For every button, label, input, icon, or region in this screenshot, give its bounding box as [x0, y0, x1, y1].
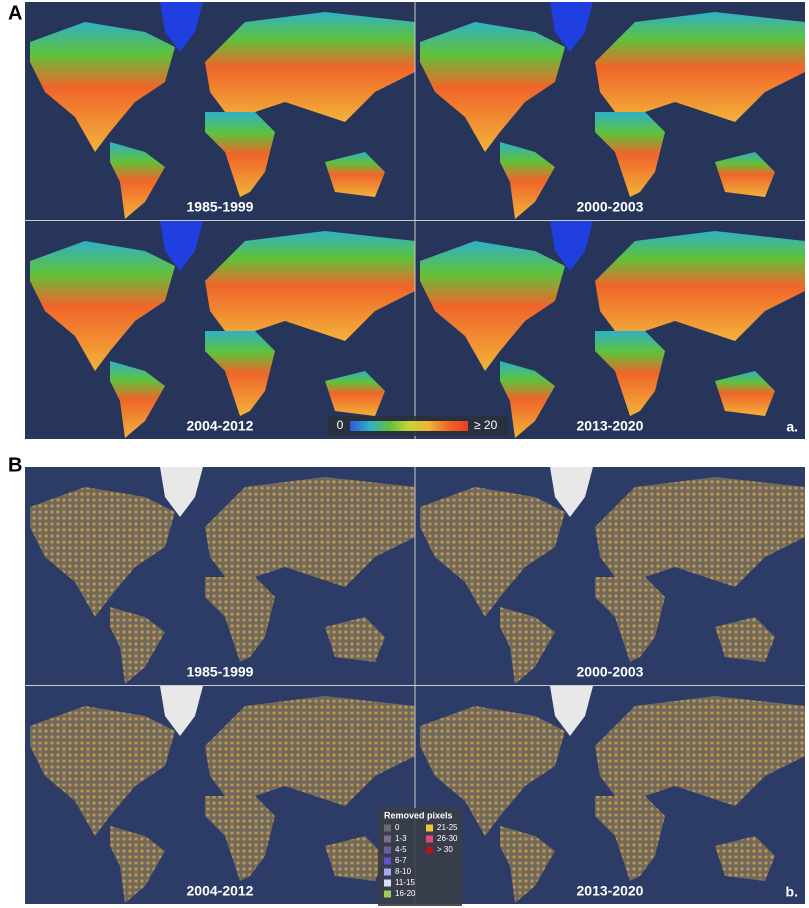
legend-label: > 30 — [437, 845, 453, 854]
legend-label: 11-15 — [395, 878, 415, 887]
legend-swatch — [384, 857, 391, 865]
legend-swatch — [426, 846, 433, 854]
legend-swatch — [384, 835, 391, 843]
legend-swatch — [426, 835, 433, 843]
colorbar-min: 0 — [337, 418, 344, 432]
legend-label: 0 — [395, 823, 400, 832]
map-period-label: 2004-2012 — [187, 418, 254, 434]
legend-swatch — [384, 890, 391, 898]
corner-label: b. — [786, 884, 798, 900]
panel-label: B — [8, 454, 22, 476]
legend-swatch — [426, 824, 433, 832]
legend-label: 21-25 — [437, 823, 458, 832]
map-period-label: 1985-1999 — [187, 664, 254, 680]
map-period-label: 2013-2020 — [577, 883, 644, 899]
legend-bg — [378, 808, 462, 906]
legend-swatch — [384, 824, 391, 832]
corner-label: a. — [786, 419, 798, 435]
legend-swatch — [384, 846, 391, 854]
legend-label: 1-3 — [395, 834, 407, 843]
map-period-label: 2013-2020 — [577, 418, 644, 434]
colorbar — [350, 421, 468, 431]
legend-label: 6-7 — [395, 856, 407, 865]
panel-label: A — [8, 2, 22, 24]
legend-label: 4-5 — [395, 845, 407, 854]
map-period-label: 2000-2003 — [577, 199, 644, 215]
legend-swatch — [384, 868, 391, 876]
map-period-label: 2000-2003 — [577, 664, 644, 680]
legend-label: 16-20 — [395, 889, 416, 898]
legend-label: 26-30 — [437, 834, 458, 843]
legend-swatch — [384, 879, 391, 887]
map-period-label: 2004-2012 — [187, 883, 254, 899]
map-period-label: 1985-1999 — [187, 199, 254, 215]
colorbar-max: ≥ 20 — [474, 418, 498, 432]
legend-label: 8-10 — [395, 867, 412, 876]
legend-title: Removed pixels — [384, 810, 453, 820]
